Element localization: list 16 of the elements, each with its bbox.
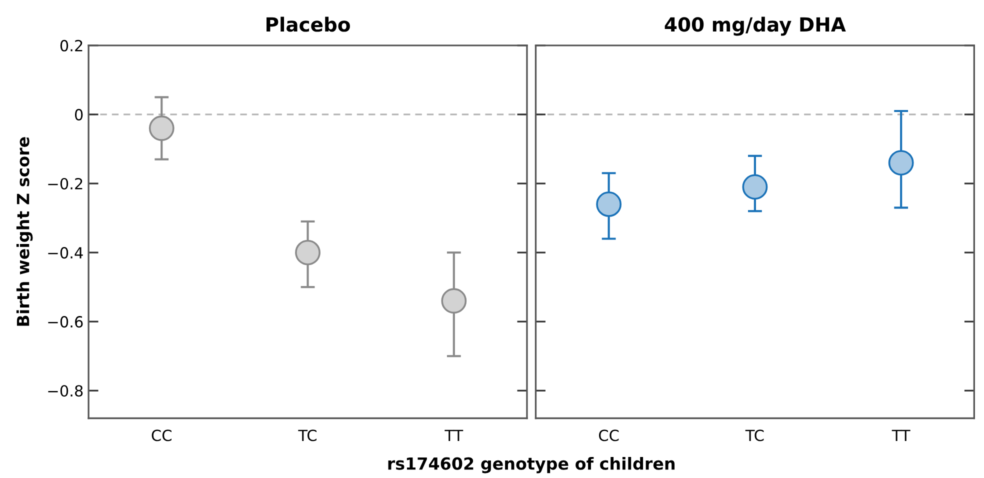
y-axis-title: Birth weight Z score xyxy=(16,137,33,326)
x-tick-label: TC xyxy=(298,430,316,442)
y-tick-label: −0.4 xyxy=(48,247,83,259)
x-tick-label: TT xyxy=(892,430,910,441)
x-tick-label: TC xyxy=(745,430,764,442)
x-tick-label: CC xyxy=(152,430,172,442)
chart-title: 400 mg/day DHA xyxy=(664,16,846,36)
chart-title: Placebo xyxy=(266,16,350,32)
y-tick-label: −0.2 xyxy=(48,178,82,190)
x-tick-label: TT xyxy=(444,430,464,441)
y-tick-label: −0.8 xyxy=(48,385,83,397)
y-tick-label: 0.2 xyxy=(60,40,82,52)
y-tick-label: 0 xyxy=(74,108,83,120)
x-tick-label: CC xyxy=(599,430,619,442)
y-tick-label: −0.6 xyxy=(48,316,83,328)
x-axis-title: rs174602 genotype of children xyxy=(388,456,675,474)
